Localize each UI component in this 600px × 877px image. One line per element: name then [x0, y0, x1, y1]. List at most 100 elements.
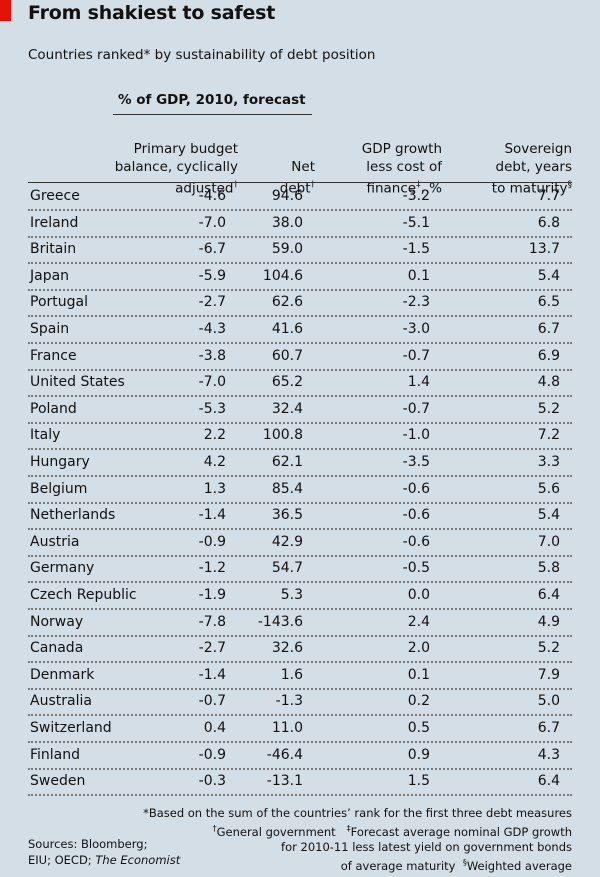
country-name: Czech Republic: [30, 587, 137, 603]
debt-maturity-value: 6.7: [537, 321, 560, 337]
primary-balance-value: 1.3: [203, 480, 226, 497]
country-name: Netherlands: [30, 507, 116, 524]
column-header-label: Primary budget balance, cyclically adjus…: [114, 141, 238, 197]
column-header-mark: ‡: [416, 180, 421, 190]
gdp-growth-value: -3.5: [402, 454, 430, 470]
table-row: Germany -1.2 54.7 -0.5 5.8: [28, 555, 572, 584]
footnote-line-2: †General government ‡Forecast average no…: [72, 821, 572, 840]
primary-balance-value: -6.7: [198, 241, 226, 258]
net-debt-value: -143.6: [257, 613, 303, 630]
net-debt-value: 38.0: [271, 214, 303, 231]
debt-maturity-value: 4.3: [537, 746, 560, 763]
gdp-growth-value: 2.0: [407, 640, 430, 657]
primary-balance-value: -3.8: [198, 347, 226, 364]
gdp-growth-value: -1.0: [402, 427, 430, 444]
primary-balance-value: -1.9: [198, 587, 226, 603]
group-header-rule: [113, 114, 312, 115]
country-name: Switzerland: [30, 720, 112, 736]
country-name: Finland: [30, 746, 81, 763]
primary-balance-value: -5.9: [198, 267, 226, 284]
gdp-growth-value: -2.3: [402, 294, 430, 311]
table-row: Portugal -2.7 62.6 -2.3 6.5: [28, 289, 572, 318]
primary-balance-value: -4.6: [198, 188, 226, 204]
country-name: Ireland: [30, 214, 79, 231]
country-name: Belgium: [30, 480, 88, 497]
primary-balance-value: -7.8: [198, 613, 226, 630]
gdp-growth-value: 0.9: [407, 746, 430, 763]
footnote-dagger: General government: [216, 824, 336, 839]
table-row: France -3.8 60.7 -0.7 6.9: [28, 343, 572, 371]
sources-prefix: EIU; OECD;: [28, 853, 96, 867]
debt-maturity-value: 5.2: [537, 640, 560, 657]
net-debt-value: -13.1: [266, 773, 303, 790]
country-name: Hungary: [30, 454, 90, 470]
country-name: Austria: [30, 533, 80, 550]
net-debt-value: 41.6: [271, 321, 303, 337]
column-header-primary-balance: Primary budget balance, cyclically adjus…: [115, 122, 238, 198]
primary-balance-value: 4.2: [203, 454, 226, 470]
gdp-growth-value: 0.5: [407, 720, 430, 736]
sources-italic: The Economist: [95, 853, 181, 867]
primary-balance-value: -0.9: [198, 533, 226, 550]
footnote-ddagger-mark: ‡: [346, 824, 351, 833]
net-debt-value: 59.0: [271, 241, 303, 258]
sources: Sources: Bloomberg; EIU; OECD; The Econo…: [28, 836, 180, 868]
country-name: Australia: [30, 693, 92, 710]
debt-maturity-value: 4.8: [537, 374, 560, 391]
debt-maturity-value: 5.2: [537, 400, 560, 417]
gdp-growth-value: -0.6: [402, 507, 430, 524]
gdp-growth-value: 0.1: [407, 666, 430, 683]
footnote-section: Weighted average: [466, 858, 572, 873]
net-debt-value: 11.0: [271, 720, 303, 736]
debt-maturity-value: 6.9: [537, 347, 560, 364]
table-row: Ireland -7.0 38.0 -5.1 6.8: [28, 210, 572, 238]
country-name: Denmark: [30, 666, 95, 683]
sources-line-1: Sources: Bloomberg;: [28, 837, 148, 851]
table-row: Italy 2.2 100.8 -1.0 7.2: [28, 422, 572, 451]
gdp-growth-value: -0.7: [402, 400, 430, 417]
country-name: Italy: [30, 427, 61, 444]
gdp-growth-value: -5.1: [402, 214, 430, 231]
table-row: Canada -2.7 32.6 2.0 5.2: [28, 635, 572, 664]
primary-balance-value: -1.4: [198, 666, 226, 683]
country-name: Britain: [30, 241, 77, 258]
net-debt-value: 62.1: [271, 454, 303, 470]
country-name: Germany: [30, 560, 95, 577]
primary-balance-value: -7.0: [198, 214, 226, 231]
country-name: Canada: [30, 640, 84, 657]
column-header-gdp-growth: GDP growth less cost of finance‡, %: [362, 122, 442, 198]
country-name: Spain: [30, 321, 70, 337]
column-header-mark: §: [567, 180, 573, 190]
net-debt-value: 94.6: [271, 188, 303, 204]
country-name: Norway: [30, 613, 84, 630]
debt-maturity-value: 5.0: [537, 693, 560, 710]
column-header-debt-maturity: Sovereign debt, years to maturity§: [492, 122, 572, 198]
table-row: Netherlands -1.4 36.5 -0.6 5.4: [28, 502, 572, 531]
net-debt-value: 36.5: [271, 507, 303, 524]
gdp-growth-value: -0.5: [402, 560, 430, 577]
gdp-growth-value: -0.6: [402, 480, 430, 497]
net-debt-value: 54.7: [271, 560, 303, 577]
net-debt-value: 5.3: [280, 587, 303, 603]
table-row: Greece -4.6 94.6 -3.2 7.7: [28, 183, 572, 211]
primary-balance-value: -0.7: [198, 693, 226, 710]
gdp-growth-value: -0.7: [402, 347, 430, 364]
debt-maturity-value: 4.9: [537, 613, 560, 630]
column-header-mark: †: [233, 180, 239, 190]
gdp-growth-value: 0.0: [407, 587, 430, 603]
country-name: Poland: [30, 400, 77, 417]
net-debt-value: -1.3: [275, 693, 303, 710]
footnote-star: *Based on the sum of the countries’ rank…: [143, 806, 572, 820]
country-name: United States: [30, 374, 125, 391]
gdp-growth-value: 0.2: [407, 693, 430, 710]
debt-maturity-value: 7.0: [537, 533, 560, 550]
gdp-growth-value: -0.6: [402, 533, 430, 550]
footnote-line-4: of average maturity §Weighted average: [72, 855, 572, 874]
column-header-label: Net debt: [279, 159, 315, 197]
gdp-growth-value: 2.4: [407, 613, 430, 630]
red-corner-tab: [0, 0, 11, 21]
table-row: Czech Republic -1.9 5.3 0.0 6.4: [28, 582, 572, 610]
footnote-dagger-mark: †: [212, 824, 217, 833]
net-debt-value: 1.6: [280, 666, 303, 683]
net-debt-value: 85.4: [271, 480, 303, 497]
